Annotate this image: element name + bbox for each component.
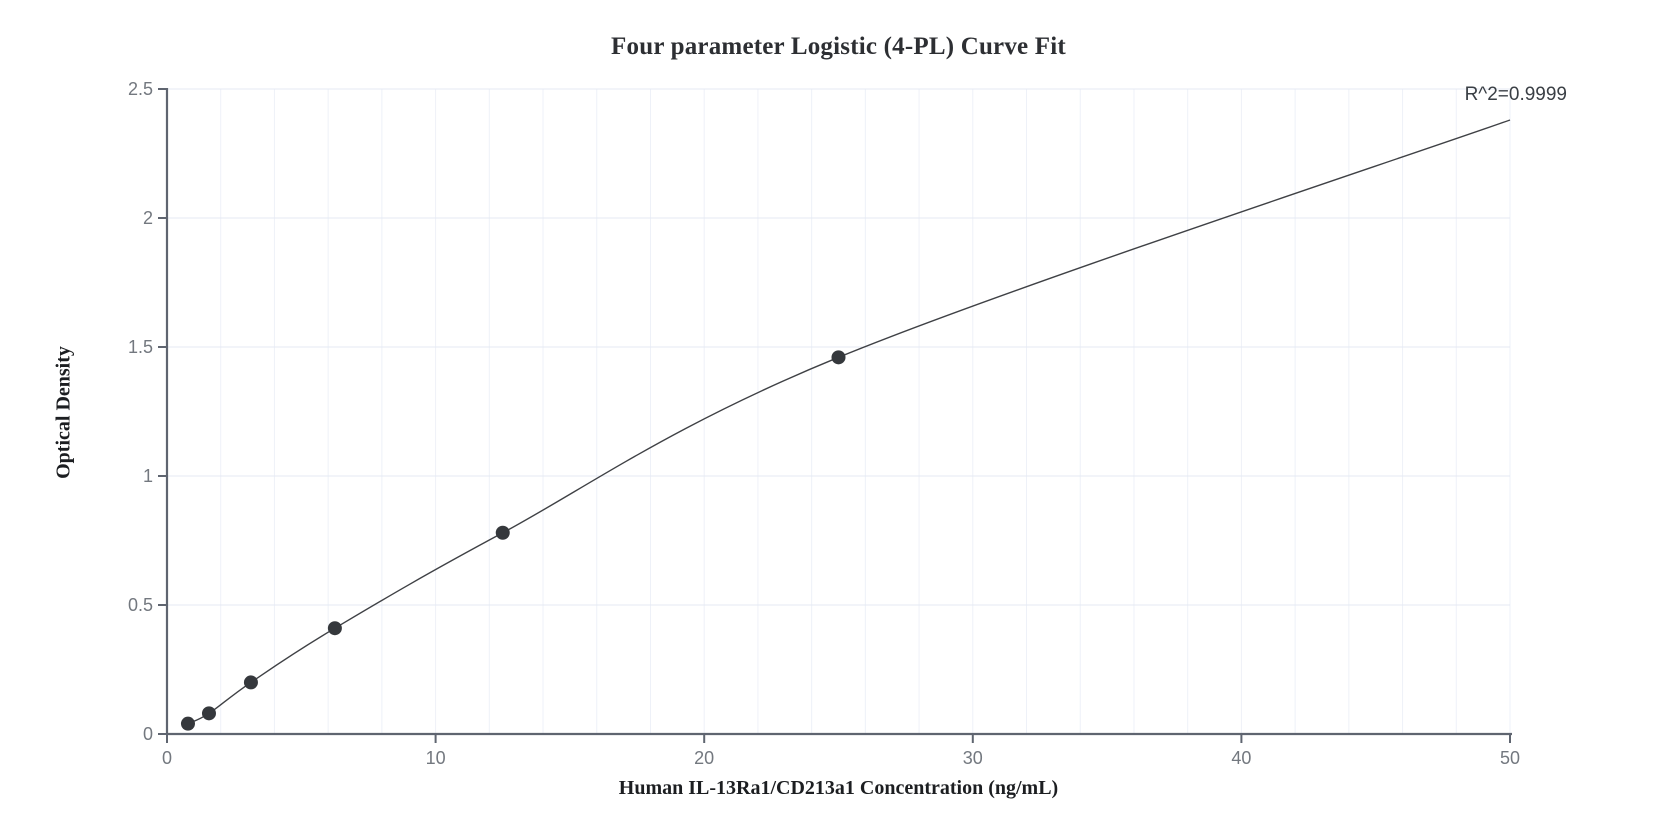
r-squared-annotation: R^2=0.9999 (1464, 84, 1567, 105)
x-axis-title: Human IL-13Ra1/CD213a1 Concentration (ng… (618, 777, 1059, 799)
y-tick-label: 1 (143, 466, 153, 486)
data-point (243, 675, 258, 690)
data-point (201, 706, 216, 721)
y-tick-label: 0.5 (128, 595, 153, 615)
data-point (495, 525, 510, 540)
y-tick-label: 2 (143, 208, 153, 228)
data-point (180, 716, 195, 731)
x-tick-label: 50 (1500, 748, 1520, 768)
data-point (831, 350, 846, 365)
x-tick-label: 0 (162, 748, 172, 768)
x-tick-label: 40 (1231, 748, 1251, 768)
fit-curve (187, 119, 1511, 725)
y-tick-label: 2.5 (128, 79, 153, 99)
y-tick-label: 1.5 (128, 337, 153, 357)
x-tick-label: 20 (694, 748, 714, 768)
chart-title: Four parameter Logistic (4-PL) Curve Fit (611, 33, 1066, 60)
y-tick-label: 0 (143, 724, 153, 744)
x-tick-label: 30 (963, 748, 983, 768)
y-axis-title: Optical Density (52, 346, 75, 479)
data-point (327, 621, 342, 636)
x-tick-label: 10 (426, 748, 446, 768)
